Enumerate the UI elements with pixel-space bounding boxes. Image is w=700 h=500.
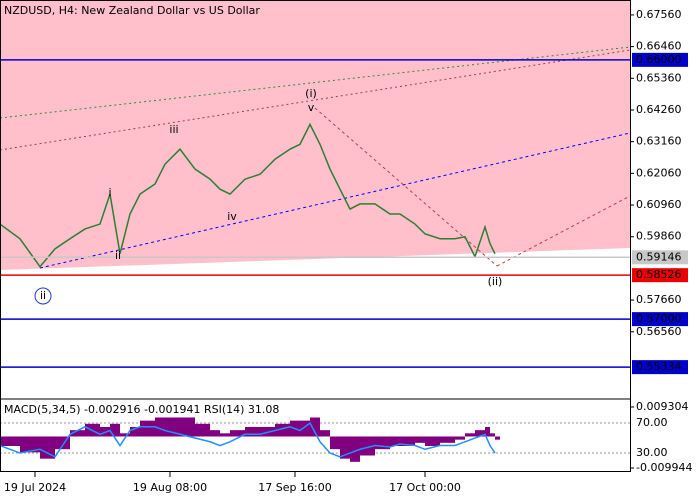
macd-bar bbox=[490, 433, 495, 437]
macd-bar bbox=[310, 417, 320, 437]
macd-bar bbox=[340, 436, 350, 459]
macd-bar bbox=[330, 436, 340, 450]
wave-label: ii bbox=[40, 289, 46, 302]
level-label: 0.57000 bbox=[636, 312, 682, 325]
macd-bar bbox=[130, 426, 140, 437]
macd-bar bbox=[415, 436, 425, 443]
macd-bar bbox=[350, 436, 360, 462]
level-label-box bbox=[632, 250, 688, 265]
x-tick-label: 17 Sep 16:00 bbox=[258, 481, 331, 494]
macd-bar bbox=[495, 436, 500, 440]
macd-bar bbox=[400, 436, 415, 446]
macd-bar bbox=[155, 417, 165, 437]
wave-circle bbox=[34, 287, 52, 305]
level-label: 0.58526 bbox=[636, 268, 682, 281]
macd-bar bbox=[120, 433, 130, 437]
trend-line bbox=[0, 49, 631, 151]
y2-tick-label: 30.00 bbox=[636, 446, 668, 459]
indicator-pane: 0.009304 -0.009944 70.00 30.00 bbox=[0, 400, 692, 474]
y-tick-label: 0.60960 bbox=[636, 198, 682, 211]
wave-label: v bbox=[308, 101, 315, 114]
macd-bar bbox=[320, 430, 330, 437]
frame bbox=[0, 0, 631, 472]
macd-bar bbox=[180, 417, 195, 437]
macd-bar bbox=[245, 426, 260, 437]
macd-bar bbox=[70, 430, 85, 437]
macd-bar bbox=[390, 436, 400, 446]
y-tick-label: 0.63160 bbox=[636, 135, 682, 148]
macd-bar bbox=[440, 436, 455, 443]
y-tick-label: 0.57660 bbox=[636, 293, 682, 306]
level-label-box bbox=[632, 312, 688, 327]
level-label: 0.66000 bbox=[636, 53, 682, 66]
y-tick-label: 0.62060 bbox=[636, 166, 682, 179]
price-pane: 0.67560 0.66460 0.65360 0.64260 0.63160 0.620… bbox=[0, 8, 688, 375]
y-tick-label: 0.65360 bbox=[636, 71, 682, 84]
y-tick-label: 0.66460 bbox=[636, 40, 682, 53]
wave-label: iii bbox=[169, 123, 178, 136]
y2-tick-label: 70.00 bbox=[636, 416, 668, 429]
wave-label: (i) bbox=[305, 87, 317, 100]
y-tick-label: 0.56560 bbox=[636, 325, 682, 338]
x-tick-label: 19 Aug 08:00 bbox=[133, 481, 207, 494]
macd-bar bbox=[40, 436, 55, 459]
y-tick-label: 0.59860 bbox=[636, 230, 682, 243]
y-tick-label: 0.64260 bbox=[636, 103, 682, 116]
macd-bar bbox=[210, 430, 220, 437]
level-label-box bbox=[632, 268, 688, 283]
macd-bar bbox=[230, 430, 245, 437]
macd-bar bbox=[475, 430, 485, 437]
macd-bar bbox=[220, 433, 230, 437]
wave-label: i bbox=[108, 186, 111, 199]
macd-bar bbox=[485, 426, 490, 437]
trend-line bbox=[39, 132, 631, 269]
rsi-line bbox=[0, 421, 496, 458]
y-tick-label: 0.009304 bbox=[636, 400, 689, 413]
wave-label: (ii) bbox=[488, 275, 503, 288]
macd-bar bbox=[110, 423, 120, 437]
level-label: 0.59146 bbox=[636, 250, 682, 263]
macd-bar bbox=[195, 423, 210, 437]
macd-bar bbox=[465, 433, 475, 437]
macd-bar bbox=[425, 436, 440, 446]
macd-bar bbox=[20, 436, 40, 453]
y-tick-label: 0.67560 bbox=[636, 8, 682, 21]
wave-label: ii bbox=[115, 249, 121, 262]
price-line bbox=[0, 122, 496, 268]
macd-bar bbox=[140, 420, 155, 437]
level-label: 0.55334 bbox=[636, 360, 682, 373]
trend-line bbox=[0, 46, 631, 119]
indicator-title: MACD(5,34,5) -0.002916 -0.001941 RSI(14)… bbox=[4, 403, 279, 416]
macd-bar bbox=[0, 436, 20, 446]
level-label-box bbox=[632, 360, 688, 375]
chart-title: NZDUSD, H4: New Zealand Dollar vs US Dol… bbox=[4, 4, 260, 17]
x-tick-label: 19 Jul 2024 bbox=[4, 481, 66, 494]
x-tick-label: 17 Oct 00:00 bbox=[389, 481, 461, 494]
macd-bar bbox=[455, 436, 465, 440]
macd-bar bbox=[360, 436, 375, 456]
wave-label: iv bbox=[227, 210, 237, 223]
macd-bar bbox=[300, 420, 310, 437]
level-label-box bbox=[632, 52, 688, 67]
trend-line bbox=[496, 195, 631, 267]
y-tick-label: -0.009944 bbox=[636, 461, 692, 474]
